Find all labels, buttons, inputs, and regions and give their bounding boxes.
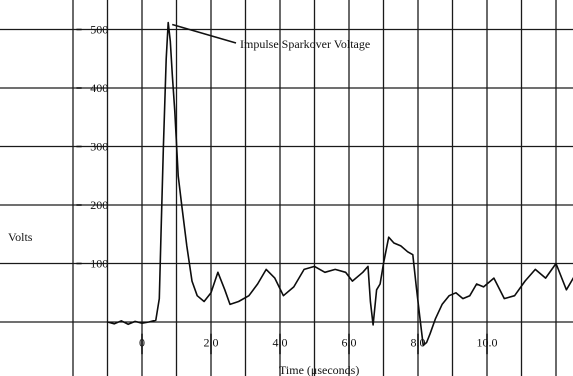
x-tick-label: 6.0 [342,335,357,349]
x-tick-label: 4.0 [273,335,288,349]
annotation-leader-line [171,23,237,44]
y-tick-label: 100 [90,257,108,271]
x-tick-label: 0 [139,335,145,349]
voltage-trace [106,21,573,347]
y-tick-label: 500 [90,23,108,37]
x-tick-label: 8.0 [411,335,426,349]
voltage-trace-layer [106,21,573,347]
y-tick-label: 200 [90,198,108,212]
x-tick-label: 10.0 [477,335,498,349]
annotation-label: Impulse Sparkover Voltage [240,37,370,51]
axis-labels: 100 200 300 400 500 0 2.0 4.0 6.0 8.0 10.0 [90,23,497,350]
y-tick-label: 300 [90,140,108,154]
x-tick-label: 2.0 [204,335,219,349]
axis-ticks [76,28,488,355]
y-axis-label: Volts [8,230,33,244]
x-axis-label: Time (μseconds) [279,363,359,376]
y-tick-label: 400 [90,81,108,95]
